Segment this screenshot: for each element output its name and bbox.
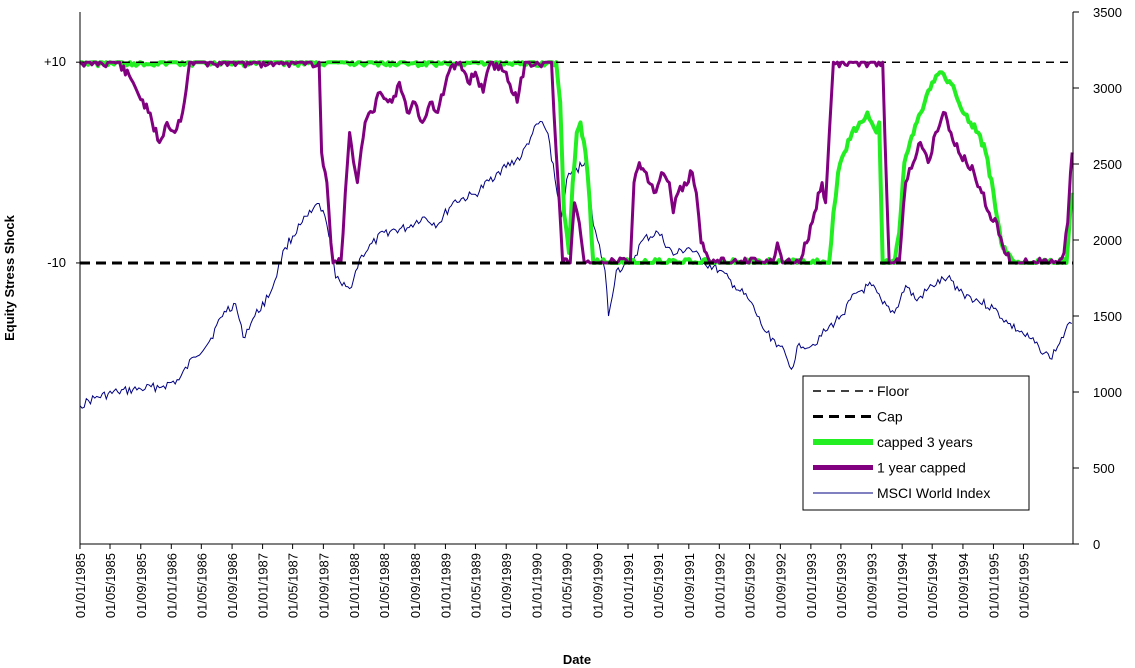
x-tick-label: 01/09/1992 — [773, 553, 788, 618]
x-tick-label: 01/01/1995 — [987, 553, 1002, 618]
x-tick-label: 01/05/1992 — [743, 553, 758, 618]
y-axis-title: Equity Stress Shock — [2, 214, 17, 340]
right-tick-label: 500 — [1093, 461, 1115, 476]
x-tick-label: 01/09/1988 — [408, 553, 423, 618]
x-tick-label: 01/05/1994 — [925, 553, 940, 618]
x-tick-label: 01/09/1990 — [591, 553, 606, 618]
x-tick-label: 01/01/1992 — [712, 553, 727, 618]
axes-layer: +10 -10 0 500 1000 1500 2000 2500 3000 3500 01/01/… — [44, 5, 1122, 618]
right-tick-label: 2500 — [1093, 157, 1122, 172]
x-tick-label: 01/01/1994 — [895, 553, 910, 618]
x-tick-label: 01/01/1989 — [438, 553, 453, 618]
x-tick-label: 01/05/1990 — [560, 553, 575, 618]
x-tick-label: 01/05/1985 — [103, 553, 118, 618]
x-tick-label: 01/09/1987 — [316, 553, 331, 618]
x-tick-label: 01/05/1993 — [834, 553, 849, 618]
right-tick-label: 1000 — [1093, 385, 1122, 400]
legend-msci-label: MSCI World Index — [877, 485, 990, 501]
legend-capped-3-years-label: capped 3 years — [877, 434, 973, 450]
x-axis-title: Date — [563, 652, 591, 667]
x-tick-label: 01/01/1988 — [347, 553, 362, 618]
right-tick-label: 3500 — [1093, 5, 1122, 20]
x-tick-label: 01/01/1986 — [164, 553, 179, 618]
legend-msci: MSCI World Index — [813, 485, 990, 501]
x-tick-label: 01/09/1991 — [682, 553, 697, 618]
x-tick-label: 01/09/1994 — [956, 553, 971, 618]
x-tick-label: 01/05/1988 — [377, 553, 392, 618]
right-tick-label: 0 — [1093, 537, 1100, 552]
x-tick-label: 01/09/1986 — [225, 553, 240, 618]
right-tick-label: 1500 — [1093, 309, 1122, 324]
x-tick-label: 01/05/1991 — [651, 553, 666, 618]
x-tick-label: 01/05/1989 — [468, 553, 483, 618]
x-tick-label: 01/05/1986 — [194, 553, 209, 618]
x-tick-label: 01/09/1985 — [134, 553, 149, 618]
right-tick-label: 2000 — [1093, 233, 1122, 248]
left-tick-label: -10 — [47, 255, 66, 270]
legend: Floor Cap capped 3 years 1 year capped MSCI … — [802, 375, 1030, 511]
x-tick-label: 01/01/1991 — [621, 553, 636, 618]
right-tick-label: 3000 — [1093, 81, 1122, 96]
legend-1-year-capped-label: 1 year capped — [877, 460, 966, 476]
legend-1-year-capped: 1 year capped — [813, 460, 966, 476]
x-tick-label: 01/09/1993 — [865, 553, 880, 618]
x-tick-label: 01/05/1987 — [286, 553, 301, 618]
series-line-msci — [79, 120, 1072, 409]
series-layer — [79, 60, 1074, 409]
legend-capped-3-years: capped 3 years — [813, 434, 973, 450]
x-tick-label: 01/01/1993 — [804, 553, 819, 618]
x-tick-label: 01/01/1985 — [73, 553, 88, 618]
legend-floor-label: Floor — [877, 383, 909, 399]
x-tick-label: 01/01/1990 — [530, 553, 545, 618]
x-tick-label: 01/05/1995 — [1017, 553, 1032, 618]
left-tick-label: +10 — [44, 54, 66, 69]
x-tick-label: 01/09/1989 — [499, 553, 514, 618]
legend-cap: Cap — [813, 409, 903, 425]
legend-floor: Floor — [813, 383, 909, 399]
legend-cap-label: Cap — [877, 409, 903, 425]
x-tick-label: 01/01/1987 — [256, 553, 271, 618]
series-line-1-year-capped — [79, 60, 1074, 265]
